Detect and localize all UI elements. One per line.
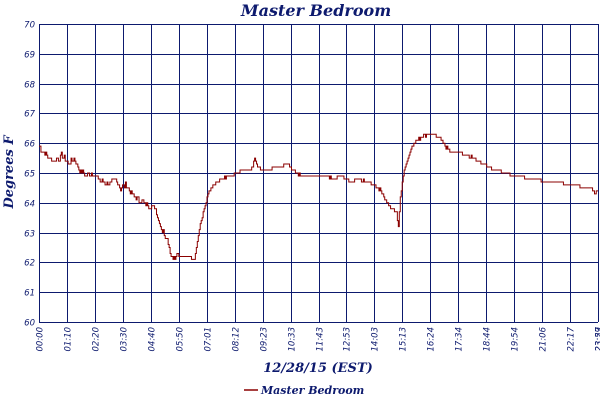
y-tick-label: 61 — [24, 289, 35, 299]
y-axis-ticks: 60 61 62 63 64 65 66 67 68 69 70 — [24, 21, 35, 329]
x-tick-label: 11:43 — [316, 327, 326, 352]
x-tick-label: 12:53 — [343, 327, 353, 352]
x-axis-ticks: 00:00 01:10 02:20 03:30 04:40 05:50 07:01 08:12… — [36, 326, 600, 351]
legend-label: Master Bedroom — [260, 384, 364, 397]
y-tick-label: 66 — [24, 140, 35, 150]
y-tick-label: 62 — [24, 259, 35, 269]
x-tick-label: 07:01 — [204, 327, 214, 352]
legend: Master Bedroom — [244, 384, 364, 397]
x-tick-label: 03:30 — [120, 327, 130, 352]
y-tick-label: 65 — [24, 170, 35, 180]
x-tick-label: 05:50 — [176, 327, 186, 352]
x-tick-label: 10:33 — [288, 327, 298, 352]
y-tick-label: 67 — [24, 110, 35, 120]
series-group — [39, 133, 598, 260]
x-axis-label: 12/28/15 (EST) — [263, 361, 373, 376]
x-tick-label: 09:23 — [260, 327, 270, 352]
series-line-master-bedroom — [39, 133, 598, 260]
y-axis-label: Degrees F — [2, 135, 17, 210]
y-tick-label: 70 — [24, 21, 35, 31]
x-tick-label: 04:40 — [148, 327, 158, 352]
x-tick-label: 01:10 — [64, 327, 74, 352]
x-tick-label: 15:13 — [399, 327, 409, 352]
y-tick-label: 69 — [24, 51, 35, 61]
x-tick-label: 21:06 — [539, 326, 549, 351]
y-tick-label: 64 — [24, 200, 35, 210]
x-tick-label: 23:59 — [595, 327, 600, 352]
x-tick-label: 18:44 — [483, 327, 493, 352]
x-tick-label: 17:34 — [455, 327, 465, 352]
y-tick-label: 60 — [24, 319, 35, 329]
x-tick-label: 22:17 — [567, 326, 577, 351]
x-tick-label: 14:03 — [371, 327, 381, 352]
x-tick-label: 02:20 — [92, 327, 102, 352]
x-tick-label: 23:27 — [595, 326, 600, 351]
x-tick-label: 19:54 — [511, 327, 521, 352]
x-tick-label: 08:12 — [232, 327, 242, 352]
grid-lines — [39, 24, 599, 323]
x-tick-label: 00:00 — [36, 327, 46, 352]
y-tick-label: 63 — [24, 230, 35, 240]
chart-title: Master Bedroom — [240, 1, 391, 20]
y-tick-label: 68 — [24, 81, 35, 91]
x-tick-label: 16:24 — [427, 327, 437, 352]
